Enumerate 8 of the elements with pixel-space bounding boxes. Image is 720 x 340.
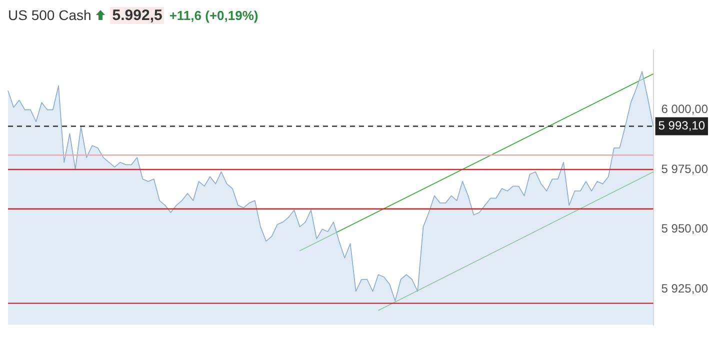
y-tick-label: 6 000,00 bbox=[661, 102, 708, 116]
y-tick-label: 5 950,00 bbox=[661, 222, 708, 236]
text: +11,6 (+0,19%) bbox=[169, 8, 258, 22]
text: 5.992,5 bbox=[110, 6, 164, 24]
chart-title: US 500 Cash bbox=[8, 7, 92, 23]
y-tick-label: 5 975,00 bbox=[661, 162, 708, 176]
ref-line-label: 5 993,10 bbox=[658, 118, 706, 133]
y-tick-label: 5 925,00 bbox=[661, 281, 708, 296]
